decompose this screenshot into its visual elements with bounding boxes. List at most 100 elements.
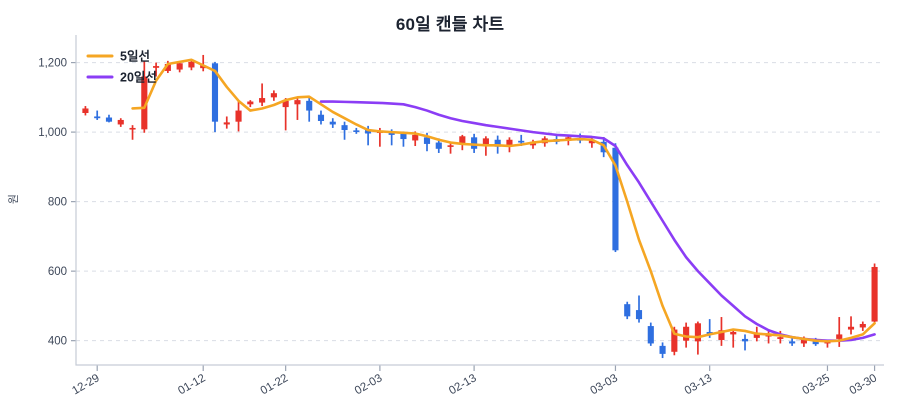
candlestick: [341, 121, 348, 140]
candle-body: [235, 110, 242, 122]
candlestick: [153, 62, 160, 77]
x-tick-label: 03-03: [588, 372, 619, 397]
candlestick: [141, 60, 148, 133]
candle-body: [718, 330, 725, 340]
candle-body: [518, 140, 525, 143]
y-tick-label: 1,200: [38, 58, 67, 70]
candlestick: [683, 322, 690, 348]
candlestick: [247, 100, 254, 108]
candlestick: [459, 134, 466, 151]
candle-body: [612, 147, 619, 251]
x-axis-ticks-group: 12-29 01-12 01-22 02-03 02-13 03-03 03-13 03-25…: [70, 365, 879, 397]
x-tick-label: 02-03: [353, 372, 384, 397]
gridlines-group: [76, 62, 884, 342]
candle-body: [753, 333, 760, 338]
x-tick-label: 03-13: [683, 372, 714, 397]
candlestick: [117, 118, 124, 127]
candle-body: [482, 138, 489, 147]
candle-body: [506, 139, 513, 146]
candle-body: [730, 331, 737, 335]
candlestick: [82, 106, 89, 116]
candle-body: [789, 341, 796, 344]
candlestick: [306, 98, 313, 122]
candlestick-series-group: [82, 54, 878, 359]
axis-spines-group: [75, 35, 884, 366]
candle-body: [423, 137, 431, 144]
candlestick: [329, 118, 336, 128]
candlestick: [859, 321, 866, 331]
candle-body: [306, 100, 313, 111]
candle-body: [223, 122, 230, 125]
candlestick: [836, 317, 843, 347]
candlestick: [741, 334, 749, 351]
candlestick: [211, 61, 219, 133]
candlestick: [624, 301, 631, 320]
y-tick-label: 400: [48, 336, 67, 348]
legend-label-ma5: 5일선: [120, 49, 150, 64]
candlestick: [777, 330, 784, 344]
candlestick: [317, 110, 325, 125]
candle-body: [211, 63, 219, 122]
x-tick-label: 03-25: [800, 372, 831, 397]
candlestick: [789, 337, 796, 346]
candle-body: [94, 116, 101, 119]
candle-body: [435, 142, 442, 149]
candle-body: [447, 145, 454, 147]
candlestick: [659, 342, 666, 359]
candlestick: [176, 61, 183, 73]
candle-body: [153, 66, 160, 68]
x-tick-label: 03-30: [848, 372, 879, 397]
candle-body: [836, 334, 843, 339]
candle-body: [671, 329, 678, 352]
candlestick: [105, 114, 113, 123]
candle-body: [812, 341, 819, 345]
candlestick: [294, 98, 301, 120]
chart-title: 60일 캔들 차트: [395, 15, 505, 34]
candlestick: [235, 100, 242, 132]
ma5-polyline: [131, 58, 876, 343]
candlestick: [353, 127, 360, 134]
candle-body: [412, 134, 419, 141]
y-tick-label: 800: [48, 197, 67, 209]
candlestick: [94, 110, 101, 120]
candlestick: [730, 329, 737, 348]
candle-body: [176, 63, 183, 70]
candle-body: [317, 114, 325, 121]
candle-body: [659, 345, 666, 354]
candle-body: [683, 326, 690, 341]
candlestick: [223, 116, 230, 129]
candle-body: [353, 130, 360, 132]
y-tick-label: 1,000: [38, 127, 67, 139]
x-tick-label: 01-12: [176, 372, 207, 397]
candle-body: [635, 310, 643, 320]
candle-body: [129, 127, 136, 130]
candle-body: [777, 337, 784, 339]
candle-body: [365, 129, 372, 134]
candle-body: [270, 93, 277, 98]
candlestick: [612, 143, 619, 253]
axis-spine: [75, 35, 884, 366]
candlestick: [259, 83, 266, 107]
candle-body: [247, 101, 254, 105]
candlestick: [635, 295, 643, 323]
candle-body: [141, 76, 148, 130]
candle-body: [847, 326, 855, 330]
candlestick: [871, 263, 878, 324]
candle-body: [741, 338, 749, 342]
chart-legend: 5일선 20일선: [86, 49, 157, 85]
candle-body: [341, 125, 348, 131]
x-tick-label: 01-22: [259, 372, 290, 397]
y-axis-ticks-group: 400 600 800 1,000 1,200: [38, 58, 76, 348]
x-tick-label: 12-29: [70, 372, 101, 397]
candle-body: [871, 266, 878, 322]
candle-body: [117, 119, 124, 125]
candlestick: [270, 90, 277, 101]
candlestick: [847, 316, 855, 335]
candle-body: [294, 100, 301, 105]
candle-body: [647, 326, 654, 344]
candle-body: [459, 136, 466, 144]
candle-body: [800, 338, 807, 344]
candle-body: [400, 133, 407, 140]
y-tick-label: 600: [48, 266, 67, 278]
